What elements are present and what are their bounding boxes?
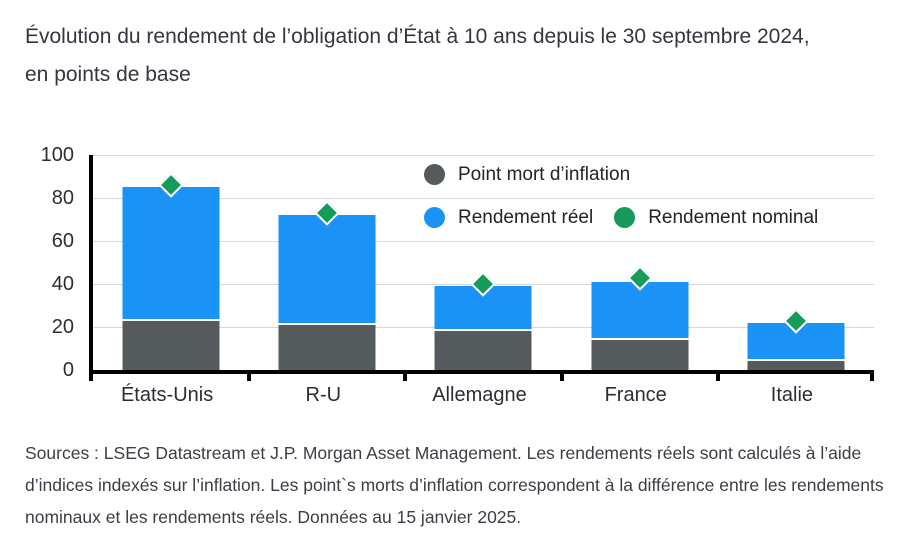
y-tick-label: 20 [51, 316, 74, 338]
breakeven-bar-segment [591, 339, 689, 370]
y-tick-label: 40 [51, 273, 74, 295]
y-axis: 0 20 40 60 80 100 [0, 144, 80, 381]
x-axis-tick [403, 374, 408, 381]
y-tick-label: 80 [51, 187, 74, 209]
real-yield-bar-segment [591, 281, 689, 340]
legend-item-real: Rendement réel [424, 207, 593, 228]
real-yield-bar-segment [122, 187, 220, 321]
real-yield-bar-segment [434, 286, 532, 332]
legend: Point mort d’inflation Rendement réel Re… [424, 164, 818, 228]
x-axis-tick [89, 370, 93, 381]
x-axis-label-2: R-U [305, 384, 342, 406]
bar-stack [434, 286, 532, 370]
chart-title-line1: Évolution du rendement de l’obligation d… [25, 25, 810, 48]
y-tick-label: 100 [40, 144, 74, 166]
x-axis-tick [247, 374, 252, 381]
bar-stack [122, 187, 220, 370]
legend-row-1: Point mort d’inflation [424, 164, 818, 185]
gridline [93, 198, 874, 199]
chart-title: Évolution du rendement de l’obligation d… [25, 18, 893, 94]
legend-item-nominal: Rendement nominal [614, 207, 818, 228]
y-tick-label: 60 [51, 230, 74, 252]
x-axis-tick [870, 374, 874, 381]
real-yield-legend-label: Rendement réel [458, 207, 594, 228]
bar-stack [591, 281, 689, 370]
real-yield-bar-segment [278, 215, 376, 325]
nominal-yield-legend-label: Rendement nominal [648, 207, 819, 228]
category-column-3 [405, 155, 561, 370]
plot-area: Point mort d’inflation Rendement réel Re… [89, 155, 874, 381]
x-axis-tick [715, 374, 720, 381]
source-note: Sources : LSEG Datastream et J.P. Morgan… [25, 443, 884, 527]
breakeven-legend-label: Point mort d’inflation [458, 164, 631, 185]
breakeven-swatch-icon [424, 164, 445, 185]
chart-title-line2: en points de base [25, 63, 191, 86]
category-column-5 [718, 155, 874, 370]
x-axis-tick [559, 374, 564, 381]
breakeven-bar-segment [434, 331, 532, 370]
breakeven-bar-segment [747, 361, 845, 370]
x-axis-label-4: France [604, 384, 667, 406]
x-axis-label-1: États-Unis [120, 384, 214, 406]
legend-item-breakeven: Point mort d’inflation [424, 164, 630, 185]
category-column-1 [93, 155, 249, 370]
real-yield-swatch-icon [424, 207, 445, 228]
breakeven-bar-segment [278, 324, 376, 370]
x-axis-label-3: Allemagne [432, 384, 527, 406]
breakeven-bar-segment [122, 320, 220, 370]
nominal-yield-swatch-icon [614, 207, 636, 228]
category-column-4 [562, 155, 718, 370]
bar-stack [278, 215, 376, 370]
y-tick-label: 0 [62, 359, 74, 381]
x-axis-label-5: Italie [770, 384, 814, 406]
bond-yield-chart: 0 20 40 60 80 100 Point mort d’inflation Rend… [0, 144, 907, 420]
gridline [93, 241, 874, 242]
legend-row-2: Rendement réel Rendement nominal [424, 207, 818, 228]
category-column-2 [249, 155, 405, 370]
gridline [93, 155, 874, 156]
